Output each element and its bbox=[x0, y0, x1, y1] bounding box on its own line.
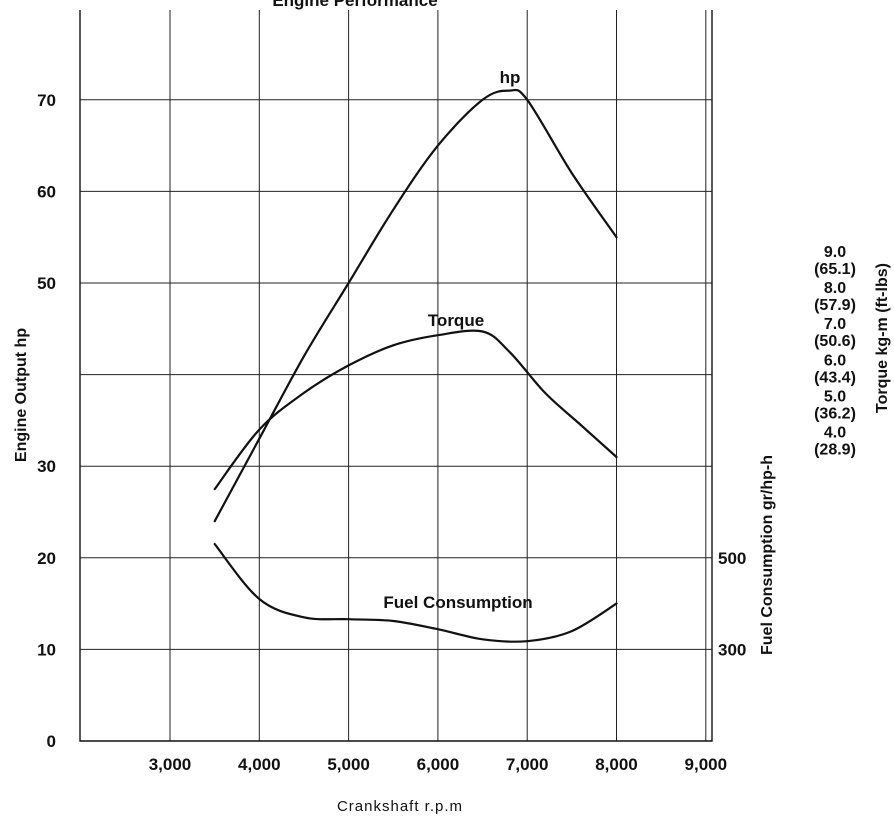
torque-tick-ftlbs: (36.2) bbox=[814, 405, 856, 422]
x-tick-label: 8,000 bbox=[595, 755, 638, 774]
axis-tick-labels: 3,000 4,000 5,000 6,000 7,000 8,000 9,000 0 10 20… bbox=[37, 91, 746, 774]
torque-tick-kgm: 4.0 bbox=[824, 425, 846, 442]
x-tick-label: 3,000 bbox=[149, 755, 192, 774]
x-tick-label: 9,000 bbox=[685, 755, 728, 774]
grid-lines bbox=[80, 10, 712, 741]
fuel-tick-label: 500 bbox=[718, 549, 746, 568]
torque-tick-ftlbs: (43.4) bbox=[814, 369, 856, 386]
torque-tick-ftlbs: (28.9) bbox=[814, 442, 856, 459]
y-tick-label: 50 bbox=[37, 274, 56, 293]
data-series bbox=[213, 88, 618, 643]
series-label-fuel-consumption: Fuel Consumption bbox=[383, 593, 532, 612]
y-tick-label: 10 bbox=[37, 640, 56, 659]
torque-tick-kgm: 5.0 bbox=[824, 388, 846, 405]
y-tick-label: 70 bbox=[37, 91, 56, 110]
torque-tick-kgm: 7.0 bbox=[824, 316, 846, 333]
plot-frame bbox=[79, 10, 713, 742]
torque-tick-ftlbs: (50.6) bbox=[814, 333, 856, 350]
series-line-hp bbox=[213, 88, 618, 523]
fuel-tick-label: 300 bbox=[718, 640, 746, 659]
torque-axis-ticks: 9.0(65.1)8.0(57.9)7.0(50.6)6.0(43.4)5.0(… bbox=[814, 244, 856, 459]
y-tick-label: 20 bbox=[37, 549, 56, 568]
torque-tick-kgm: 8.0 bbox=[824, 280, 846, 297]
series-label-hp: hp bbox=[500, 68, 521, 87]
series-line-fuel-consumption bbox=[213, 543, 618, 643]
torque-tick-kgm: 9.0 bbox=[824, 244, 846, 261]
y-tick-label: 30 bbox=[37, 457, 56, 476]
y-tick-label: 0 bbox=[47, 732, 56, 751]
chart-title: Engine Performance bbox=[272, 0, 437, 10]
torque-tick-ftlbs: (57.9) bbox=[814, 297, 856, 314]
x-tick-label: 4,000 bbox=[238, 755, 281, 774]
series-label-torque: Torque bbox=[428, 311, 484, 330]
x-tick-label: 7,000 bbox=[506, 755, 549, 774]
fuel-axis-title: Fuel Consumption gr/hp-h bbox=[759, 455, 776, 655]
x-tick-label: 6,000 bbox=[417, 755, 460, 774]
torque-axis-title: Torque kg-m (ft-lbs) bbox=[874, 263, 891, 413]
torque-tick-ftlbs: (65.1) bbox=[814, 261, 856, 278]
x-tick-label: 5,000 bbox=[327, 755, 370, 774]
y-tick-label: 60 bbox=[37, 182, 56, 201]
torque-tick-kgm: 6.0 bbox=[824, 352, 846, 369]
series-line-torque bbox=[213, 329, 618, 491]
x-axis-title: Crankshaft r.p.m bbox=[337, 798, 463, 815]
y-axis-title: Engine Output hp bbox=[13, 328, 30, 462]
